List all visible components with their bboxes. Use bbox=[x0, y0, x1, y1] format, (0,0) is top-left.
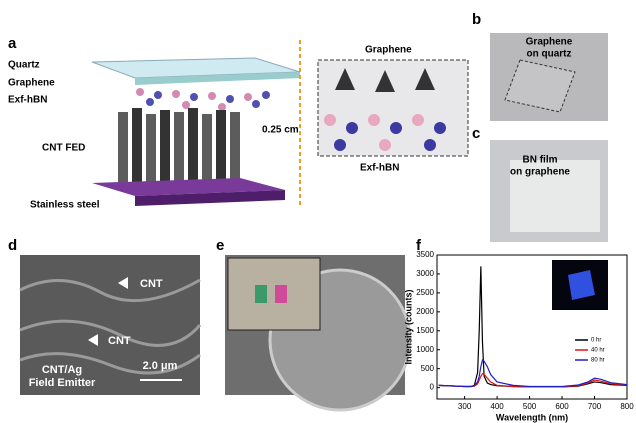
sem-text: CNT bbox=[108, 335, 131, 347]
x-tick-label: 600 bbox=[555, 402, 569, 411]
inset-bottom-label: Exf-hBN bbox=[360, 163, 399, 174]
x-tick-label: 500 bbox=[523, 402, 537, 411]
figure: a Quartz Graphene Exf-hBN CNT FED Stainl… bbox=[0, 0, 636, 423]
hbn-layer bbox=[136, 88, 270, 111]
clip bbox=[275, 285, 287, 303]
inset-top-label: Graphene bbox=[365, 45, 412, 56]
graphene-label: Graphene bbox=[8, 78, 55, 89]
photo-text: on graphene bbox=[510, 167, 570, 178]
y-tick-label: 3500 bbox=[416, 250, 434, 259]
panel-label: d bbox=[8, 237, 17, 254]
sem-text: CNT/Ag bbox=[42, 364, 82, 376]
sem-text: CNT bbox=[140, 278, 163, 290]
legend-label: 0 hr bbox=[591, 338, 601, 344]
y-tick-label: 500 bbox=[421, 364, 435, 373]
panel-label: b bbox=[472, 11, 481, 28]
hbn-label: Exf-hBN bbox=[8, 95, 47, 106]
series-line bbox=[439, 374, 627, 387]
inset-photo bbox=[228, 258, 320, 330]
legend-label: 40 hr bbox=[591, 348, 605, 354]
x-tick-label: 300 bbox=[458, 402, 472, 411]
y-axis-label: Intensity (counts) bbox=[403, 289, 413, 364]
gap-label: 0.25 cm bbox=[262, 125, 299, 136]
x-tick-label: 700 bbox=[588, 402, 602, 411]
steel-label: Stainless steel bbox=[30, 200, 100, 211]
y-tick-label: 3000 bbox=[416, 269, 434, 278]
photo-text: BN film bbox=[523, 155, 558, 166]
panel-label: e bbox=[216, 237, 224, 254]
photo-text: Graphene bbox=[526, 37, 573, 48]
clip bbox=[255, 285, 267, 303]
x-tick-label: 800 bbox=[620, 402, 634, 411]
cnt-bundle bbox=[118, 108, 240, 188]
y-tick-label: 2000 bbox=[416, 307, 434, 316]
sem-text: Field Emitter bbox=[29, 377, 96, 389]
y-tick-label: 0 bbox=[430, 383, 435, 392]
x-axis-label: Wavelength (nm) bbox=[496, 412, 568, 422]
photo-text: on quartz bbox=[527, 49, 572, 60]
x-tick-label: 400 bbox=[490, 402, 504, 411]
scale-label: 2.0 μm bbox=[143, 360, 178, 372]
cnt-label: CNT FED bbox=[42, 143, 85, 154]
quartz-label: Quartz bbox=[8, 60, 40, 71]
y-tick-label: 1500 bbox=[416, 326, 434, 335]
y-tick-label: 1000 bbox=[416, 345, 434, 354]
y-tick-label: 2500 bbox=[416, 288, 434, 297]
panel-label: a bbox=[8, 35, 17, 52]
legend-label: 80 hr bbox=[591, 358, 605, 364]
panel-label: c bbox=[472, 125, 480, 142]
